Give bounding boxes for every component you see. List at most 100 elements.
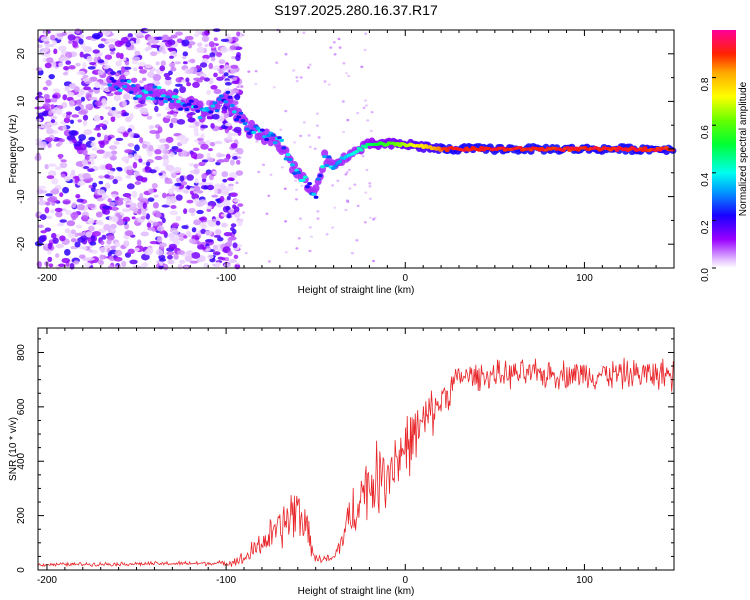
- spectrogram-cell: [165, 136, 174, 143]
- spectrogram-cell: [310, 235, 314, 238]
- spectrogram-cell: [155, 132, 160, 140]
- spectrogram-cell: [148, 144, 154, 152]
- spectrogram-cell: [198, 217, 206, 221]
- colorbar-tick-label: 0.0: [700, 268, 711, 282]
- x-tick-label: -200: [37, 273, 57, 284]
- spectrogram-cell: [137, 201, 144, 209]
- y-tick-label: 0: [16, 146, 27, 152]
- spectrogram-cell: [341, 100, 345, 103]
- spectrogram-cell: [214, 140, 223, 145]
- spectrogram-ridge-cell: [311, 192, 317, 196]
- spectrogram-cell: [188, 207, 196, 214]
- spectrogram-cell: [181, 39, 190, 47]
- spectrogram-cell: [83, 45, 93, 53]
- spectrogram-cell: [201, 221, 207, 228]
- spectrogram-cell: [126, 183, 135, 190]
- x-tick-label: 0: [402, 575, 408, 586]
- spectrogram-cell: [82, 77, 90, 82]
- spectrogram-cell: [363, 48, 367, 52]
- spectrogram-cell: [52, 187, 60, 195]
- spectrogram-cell: [140, 263, 147, 268]
- colorbar: 0.0 0.2 0.4 0.6 0.8 Normalized spectral ampl…: [700, 30, 749, 282]
- spectrogram-ridge-cell: [296, 170, 302, 175]
- spectrogram-cell: [78, 38, 84, 45]
- spectrogram-cell: [235, 181, 239, 184]
- spectrogram-ridge-cell: [354, 149, 360, 154]
- spectrogram-cell: [363, 99, 367, 102]
- spectrogram-cell: [236, 217, 240, 221]
- snr-axes: -200 -100 0 100 0 200 400 600 800: [16, 328, 675, 586]
- snr-line: [37, 357, 674, 568]
- spectrogram-cell: [55, 143, 61, 147]
- spectrogram-cell: [190, 151, 198, 159]
- spectrogram-cell: [162, 149, 170, 155]
- spectrogram-cell: [122, 132, 129, 138]
- y-tick-label: -10: [16, 189, 27, 204]
- spectrogram-cell: [147, 71, 155, 78]
- spectrogram-cell: [163, 72, 171, 78]
- spectrogram-cell: [283, 187, 287, 190]
- spectrogram-cell: [226, 213, 232, 219]
- spectrogram-cell: [222, 187, 230, 194]
- spectrogram-cell: [227, 239, 233, 246]
- spectrogram-cell: [145, 213, 151, 220]
- spectrogram-cell: [168, 243, 177, 250]
- spectrogram-cell: [364, 32, 368, 35]
- spectrogram-cell: [331, 226, 335, 229]
- spectrogram-cell: [81, 215, 89, 222]
- spectrogram-ridge-cell: [300, 178, 306, 182]
- spectrogram-cell: [139, 136, 144, 144]
- spectrogram-ridge-cell: [229, 103, 235, 108]
- spectrogram-cell: [71, 114, 80, 118]
- spectrogram-ridge-cell: [118, 88, 123, 92]
- spectrogram-cell: [91, 147, 98, 151]
- spectrogram-cell: [146, 115, 153, 120]
- spectrogram-cell: [234, 93, 241, 101]
- spectrogram-ridge-halo: [321, 149, 329, 158]
- spectrogram-cell: [123, 71, 131, 76]
- spectrogram-cell: [345, 199, 349, 202]
- spectrogram-cell: [88, 96, 97, 101]
- spectrogram-cell: [107, 198, 112, 203]
- spectrogram-ridge-cell: [182, 103, 188, 107]
- spectrogram-cell: [60, 159, 67, 163]
- spectrogram-ridge-cell: [283, 157, 289, 161]
- spectrogram-cell: [130, 77, 138, 83]
- spectrogram-cell: [128, 154, 134, 159]
- spectrogram-cell: [198, 199, 208, 206]
- spectrogram-cell: [294, 179, 298, 182]
- spectrogram-cell: [149, 129, 158, 135]
- spectrogram-cell: [114, 40, 124, 48]
- figure-title: S197.2025.280.16.37.R17: [274, 2, 438, 18]
- spectrogram-cell: [59, 235, 66, 242]
- spectrogram-cell: [157, 126, 163, 134]
- spectrogram-cell: [52, 88, 61, 93]
- spectrogram-cell: [184, 255, 193, 262]
- spectrogram-cell: [323, 80, 327, 83]
- spectrogram-cell: [366, 119, 370, 122]
- spectrogram-cell: [61, 257, 71, 264]
- spectrogram-ridge-cell: [145, 96, 151, 100]
- spectrogram-cell: [372, 218, 376, 221]
- spectrogram-cell: [348, 187, 352, 190]
- spectrogram-cell: [133, 134, 141, 139]
- spectrogram-cell: [308, 63, 312, 66]
- spectrogram-cell: [182, 56, 187, 60]
- spectrogram-cell: [167, 39, 176, 46]
- colorbar-tick-label: 0.2: [700, 220, 711, 234]
- spectrogram-cell: [82, 173, 91, 180]
- spectrogram-cell: [101, 98, 107, 105]
- spectrogram-cell: [146, 222, 152, 228]
- spectrogram-cell: [127, 248, 135, 255]
- spectrogram-cell: [54, 166, 62, 171]
- colorbar-label: Normalized spectral amplitude: [738, 81, 749, 216]
- spectrogram-cell: [244, 251, 248, 255]
- spectrogram-cell: [177, 263, 183, 270]
- spectrogram-cell: [168, 62, 176, 68]
- spectrogram-cell: [307, 66, 311, 69]
- spectrogram-cell: [85, 257, 95, 261]
- spectrogram-cell: [236, 262, 240, 266]
- spectrogram-cell: [210, 56, 216, 62]
- spectrogram-cell: [74, 86, 80, 93]
